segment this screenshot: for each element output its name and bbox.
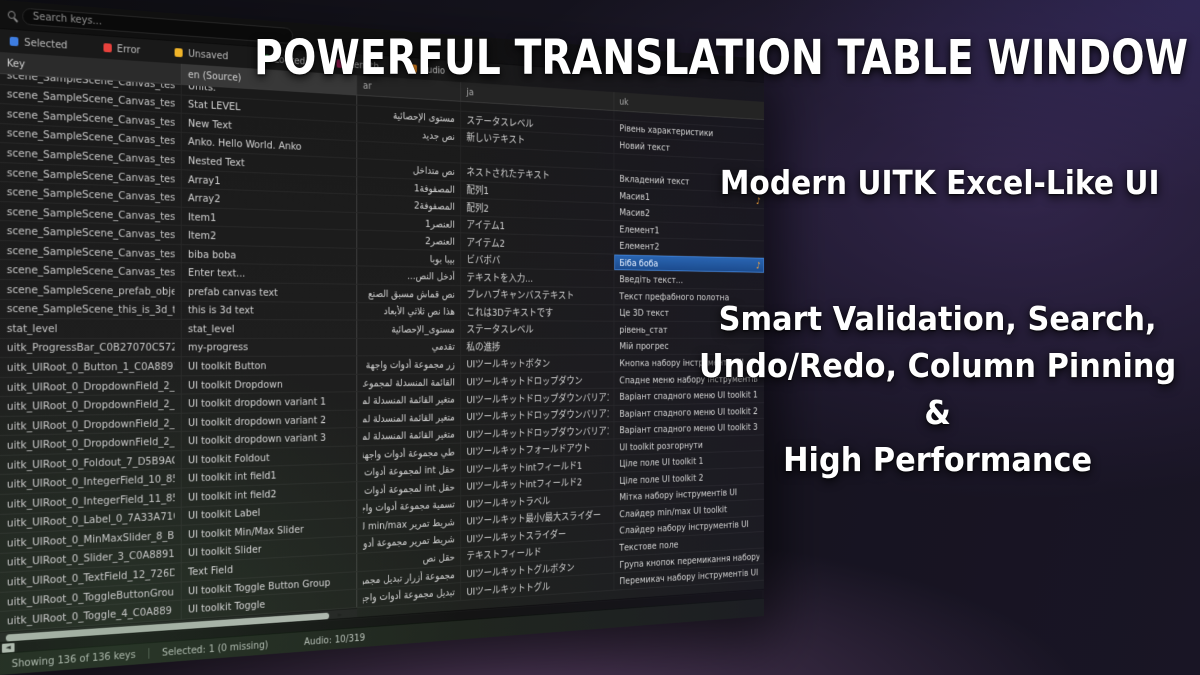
row-key-cell: scene_SampleScene_this_is_3d_t — [0, 299, 182, 319]
status-audio-count: Audio: 10/319 — [303, 631, 366, 648]
row-ar-cell[interactable]: نص قماش مسبق الصنع — [357, 284, 462, 303]
row-en-cell[interactable]: stat_level — [181, 319, 358, 338]
status-selected-count: Selected: 1 (0 missing) — [161, 638, 269, 659]
legend-item-label: Selected — [24, 36, 68, 51]
legend-item-label: Error — [116, 42, 141, 56]
row-ar-cell[interactable]: القائمة المنسدلة لمجموعة أدوات واجهة الم… — [357, 373, 462, 392]
row-key-cell: scene_SampleScene_Canvas_tes — [0, 260, 182, 282]
row-en-cell[interactable]: Enter text... — [181, 263, 358, 284]
row-en-cell[interactable]: my-progress — [181, 338, 358, 357]
row-ar-cell[interactable]: متغير القائمة المنسدلة لمجموعة أدوات واج… — [357, 390, 462, 410]
row-ar-cell[interactable]: متغير القائمة المنسدلة لمجموعة أدوات واج… — [357, 425, 462, 446]
row-en-cell[interactable]: UI toolkit Dropdown — [181, 374, 358, 394]
row-en-cell[interactable]: UI toolkit dropdown variant 1 — [181, 392, 358, 413]
row-uk-cell[interactable]: Біба боба ♪ — [614, 254, 764, 274]
row-ar-cell[interactable]: تقدمي — [357, 338, 462, 356]
row-ja-cell[interactable]: 私の進捗 — [461, 338, 615, 356]
headline-features: Smart Validation, Search, Undo/Redo, Col… — [689, 296, 1186, 483]
row-key-cell: uitk_ProgressBar_C0B27070C572 — [0, 338, 182, 358]
legend-color-swatch — [174, 48, 183, 58]
row-key-cell: uitk_UIRoot_0_Button_1_C0A8891 — [0, 357, 182, 377]
row-en-cell[interactable]: UI toolkit Button — [181, 356, 358, 376]
row-key-cell: scene_SampleScene_Canvas_tes — [0, 240, 182, 263]
headline-subtitle: Modern UITK Excel-Like UI — [720, 163, 1160, 202]
frozen-hscrollbar-right-arrow-icon[interactable]: ► — [337, 610, 343, 619]
row-en-cell[interactable]: this is 3d text — [181, 301, 358, 320]
headline-features-line-1: Smart Validation, Search, — [718, 299, 1157, 338]
row-ja-cell[interactable]: ステータスレベル — [461, 321, 615, 338]
hscrollbar-left-arrow-icon[interactable]: ◄ — [1, 642, 15, 653]
row-en-cell[interactable]: biba boba — [181, 244, 358, 266]
row-ar-cell[interactable]: هذا نص ثلاثي الأبعاد — [357, 302, 462, 321]
row-key-cell: stat_level — [0, 319, 182, 338]
row-ar-cell[interactable]: بيبا بوبا — [357, 248, 462, 268]
row-key-cell: scene_SampleScene_prefab_obje — [0, 280, 182, 301]
legend-item: Selected — [9, 35, 68, 51]
row-ar-cell[interactable]: متغير القائمة المنسدلة لمجموعة أدوات واج… — [357, 408, 462, 428]
headline-title: POWERFUL TRANSLATION TABLE WINDOW — [253, 30, 1188, 86]
table-body: scene_SampleScene_Canvas_tes Units. scen… — [0, 65, 764, 632]
row-ja-cell[interactable]: UIツールキットボタン — [461, 355, 615, 373]
status-divider — [148, 648, 150, 659]
row-ja-cell[interactable]: プレハブキャンバステキスト — [461, 286, 615, 305]
row-key-cell: uitk_UIRoot_0_DropdownField_2_ — [0, 376, 182, 397]
legend-item: Unsaved — [174, 47, 229, 62]
headline-features-line-2: Undo/Redo, Column Pinning & — [698, 345, 1177, 432]
row-ja-cell[interactable]: UIツールキットドロップダウンバリアント1 — [461, 388, 615, 408]
headline-features-line-3: High Performance — [783, 439, 1093, 479]
translation-table-window: Selected Error Unsaved Locked Length Aud… — [0, 0, 764, 675]
legend-item-label: Unsaved — [188, 47, 229, 62]
row-ja-cell[interactable]: UIツールキットドロップダウン — [461, 372, 615, 391]
row-ar-cell[interactable]: المصفوفة2 — [357, 194, 462, 216]
table-row[interactable]: stat_level stat_level مستوى_الإحصائية ステ… — [0, 319, 764, 339]
row-uk-cell[interactable]: Введіть текст... — [619, 273, 684, 286]
row-ja-cell[interactable]: テキストを入力... — [461, 268, 615, 288]
legend-item: Error — [103, 42, 140, 56]
audio-note-icon: ♪ — [756, 259, 761, 271]
row-ar-cell[interactable]: طي مجموعة أدوات واجهة المستخدم — [357, 443, 462, 464]
search-icon — [7, 10, 16, 20]
row-ar-cell[interactable]: العنصر2 — [357, 230, 462, 251]
row-en-cell[interactable]: prefab canvas text — [181, 282, 358, 302]
row-ar-cell[interactable]: أدخل النص... — [357, 266, 462, 286]
legend-color-swatch — [9, 36, 19, 47]
row-ar-cell[interactable]: زر مجموعة أدوات واجهة المستخدم — [357, 356, 462, 374]
row-ar-cell[interactable]: مستوى_الإحصائية — [357, 320, 462, 338]
row-key-cell: uitk_UIRoot_0_DropdownField_2_ — [0, 394, 182, 416]
row-ja-cell[interactable]: これは3Dテキストです — [461, 303, 615, 321]
status-showing-keys: Showing 136 of 136 keys — [11, 648, 136, 670]
row-ja-cell[interactable]: ビバボバ — [461, 251, 615, 271]
legend-color-swatch — [103, 43, 112, 53]
row-ar-cell[interactable]: العنصر1 — [357, 212, 462, 233]
